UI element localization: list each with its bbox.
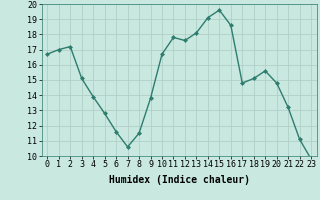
X-axis label: Humidex (Indice chaleur): Humidex (Indice chaleur): [109, 175, 250, 185]
